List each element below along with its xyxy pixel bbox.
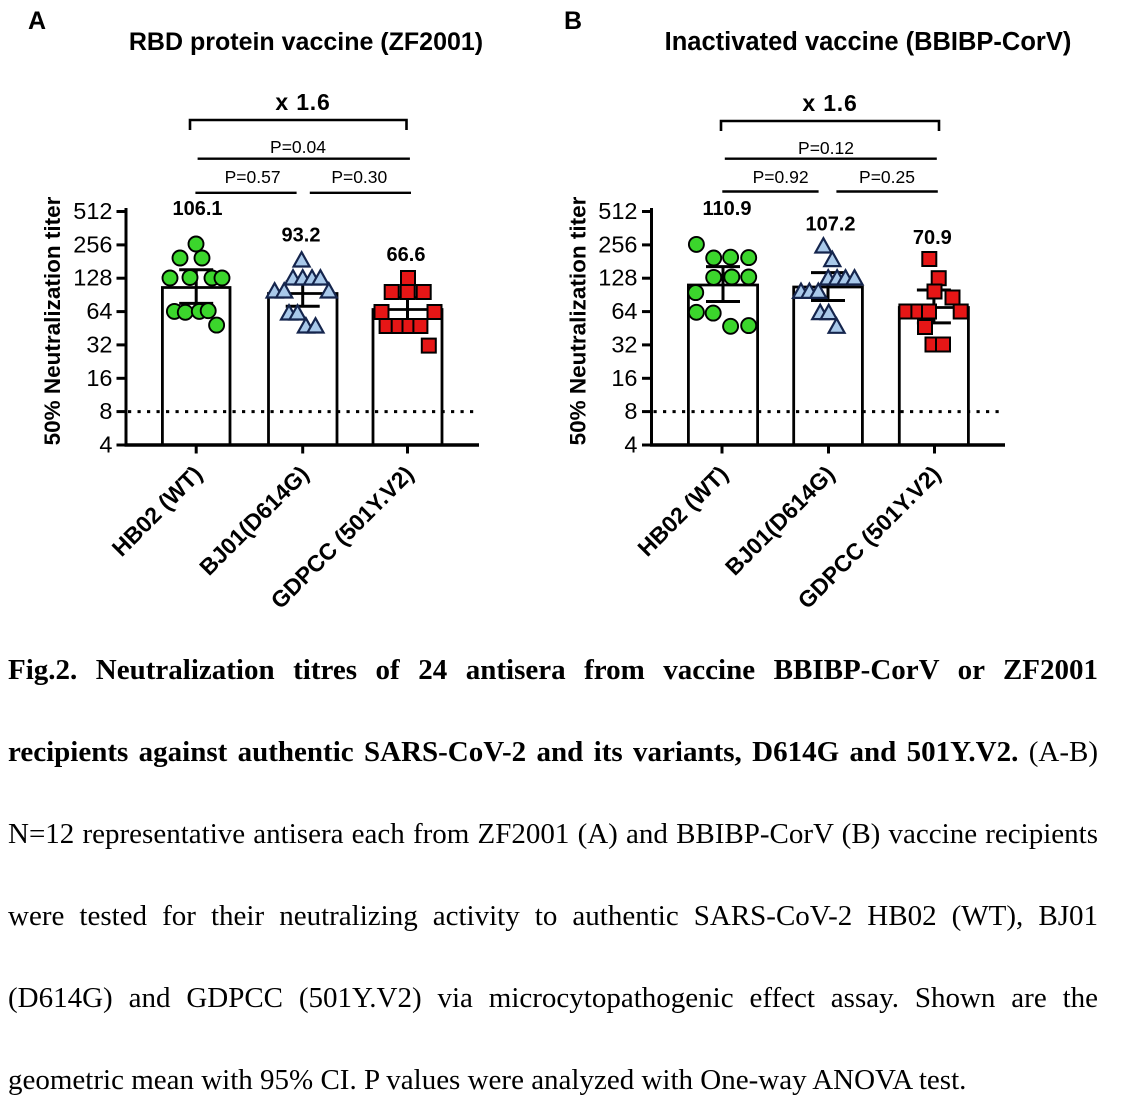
svg-text:512: 512 — [73, 198, 112, 224]
svg-text:HB02 (WT): HB02 (WT) — [632, 461, 733, 562]
svg-text:P=0.25: P=0.25 — [859, 167, 915, 187]
svg-text:256: 256 — [73, 231, 112, 257]
svg-text:128: 128 — [73, 265, 112, 291]
svg-text:128: 128 — [598, 265, 637, 291]
svg-text:x 1.6: x 1.6 — [275, 89, 330, 115]
svg-text:8: 8 — [99, 398, 112, 424]
svg-text:512: 512 — [598, 198, 637, 224]
svg-text:A: A — [28, 7, 46, 35]
svg-text:BJ01(D614G): BJ01(D614G) — [720, 461, 840, 581]
svg-text:110.9: 110.9 — [703, 198, 752, 220]
svg-text:107.2: 107.2 — [805, 214, 855, 236]
svg-text:70.9: 70.9 — [913, 227, 952, 249]
svg-text:P=0.57: P=0.57 — [225, 167, 281, 187]
svg-text:64: 64 — [611, 298, 637, 324]
svg-text:64: 64 — [86, 298, 112, 324]
svg-text:RBD protein vaccine (ZF2001): RBD protein vaccine (ZF2001) — [129, 28, 483, 56]
svg-text:B: B — [564, 7, 582, 35]
svg-text:Inactivated vaccine (BBIBP-Cor: Inactivated vaccine (BBIBP-CorV) — [665, 28, 1072, 56]
svg-text:50% Neutralization titer: 50% Neutralization titer — [566, 196, 591, 445]
svg-text:93.2: 93.2 — [282, 225, 321, 247]
svg-text:66.6: 66.6 — [387, 244, 426, 266]
svg-text:HB02 (WT): HB02 (WT) — [107, 461, 208, 562]
svg-text:P=0.04: P=0.04 — [270, 137, 326, 157]
svg-text:4: 4 — [624, 432, 637, 458]
svg-text:16: 16 — [86, 365, 112, 391]
svg-text:x 1.6: x 1.6 — [802, 90, 857, 116]
svg-text:P=0.92: P=0.92 — [753, 167, 809, 187]
svg-text:32: 32 — [611, 331, 637, 357]
svg-text:8: 8 — [624, 398, 637, 424]
svg-text:50% Neutralization titer: 50% Neutralization titer — [40, 196, 65, 445]
svg-text:BJ01(D614G): BJ01(D614G) — [194, 461, 314, 581]
svg-text:P=0.30: P=0.30 — [331, 167, 387, 187]
svg-text:4: 4 — [99, 432, 112, 458]
svg-text:32: 32 — [86, 331, 112, 357]
svg-text:106.1: 106.1 — [172, 198, 222, 220]
svg-text:P=0.12: P=0.12 — [798, 138, 854, 158]
svg-text:256: 256 — [598, 231, 637, 257]
svg-text:16: 16 — [611, 365, 637, 391]
